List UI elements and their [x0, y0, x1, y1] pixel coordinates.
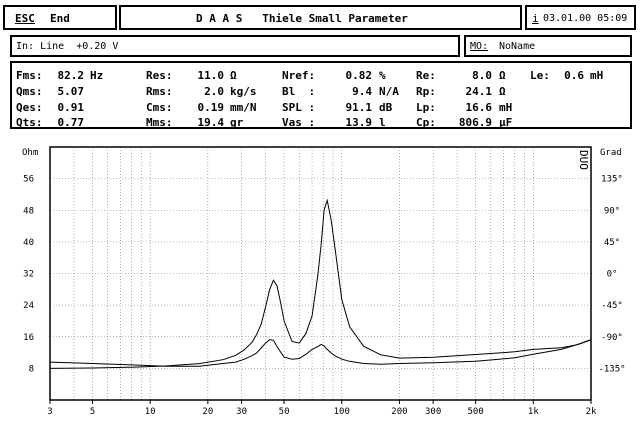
param-value: 8.0 — [472, 69, 492, 82]
right-tick-label: 90° — [604, 206, 620, 216]
param-unit: dB — [379, 101, 393, 114]
param-value: 19.4 — [197, 116, 225, 129]
param-value: 0.77 — [57, 116, 85, 129]
right-tick-label: 135° — [601, 175, 623, 185]
param-unit: Ω — [499, 69, 506, 82]
param-value: 2.0 — [204, 85, 224, 98]
param-value: 91.1 — [345, 101, 373, 114]
chart-series — [49, 198, 592, 369]
param-label: Re: — [416, 69, 436, 82]
parameters-panel: Fms: 82.2 Hz Qms: 5.07 Qes: 0.91 Qts: 0.… — [10, 61, 632, 129]
param-value: 0.82 — [345, 69, 373, 82]
model-box[interactable]: MO: NoName — [464, 35, 632, 57]
right-tick-label: 45° — [604, 238, 620, 248]
left-tick-label: 56 — [23, 175, 34, 185]
param-value: 0.19 — [197, 101, 225, 114]
param-unit: mH — [590, 69, 604, 82]
param-value: 13.9 — [345, 116, 373, 129]
param-label: Qes: — [16, 101, 43, 114]
plot-frame — [49, 146, 592, 401]
x-tick-label: 200 — [391, 407, 407, 417]
param-label: Rms: — [146, 85, 173, 98]
right-tick-label: -135° — [598, 364, 625, 374]
x-tick-label: 5 — [90, 407, 95, 417]
param-label: SPL : — [282, 101, 316, 114]
param-value: 16.6 — [465, 101, 493, 114]
param-unit: µF — [499, 116, 513, 129]
param-label: Res: — [146, 69, 173, 82]
param-unit: Ω — [230, 69, 237, 82]
param-label: Qms: — [16, 85, 43, 98]
param-label: Vas : — [282, 116, 316, 129]
x-tick-label: 3 — [47, 407, 52, 417]
param-label: Cms: — [146, 101, 173, 114]
param-label: Qts: — [16, 116, 43, 129]
x-tick-label: 500 — [468, 407, 484, 417]
model-name: NoName — [499, 41, 536, 52]
left-tick-label: 40 — [23, 238, 34, 248]
param-label: Fms: — [16, 69, 43, 82]
impedance-curve — [49, 198, 592, 369]
corner-label: DUO — [577, 150, 590, 170]
chart-tick-labels: 3 5 10 20 30 50 100 200 300 500 1k 2k 8 16 24 32 40 48 56 -… — [23, 175, 625, 417]
chart-grid — [50, 147, 591, 400]
model-label: MO: — [470, 41, 489, 52]
param-unit: Hz — [90, 69, 104, 82]
x-tick-label: 50 — [279, 407, 290, 417]
param-label: Nref: — [282, 69, 316, 82]
param-unit: % — [379, 69, 386, 82]
param-unit: mH — [499, 101, 513, 114]
param-label: Lp: — [416, 101, 436, 114]
x-tick-label: 1k — [528, 407, 539, 417]
param-unit: kg/s — [230, 85, 257, 98]
left-tick-label: 24 — [23, 301, 34, 311]
left-tick-label: 16 — [23, 333, 34, 343]
phase-curve — [49, 339, 592, 367]
param-label: Bl : — [282, 85, 316, 98]
left-axis-unit: Ohm — [22, 148, 38, 158]
right-tick-label: 0° — [607, 270, 618, 280]
param-label: Mms: — [146, 116, 173, 129]
esc-end-button[interactable]: ESC End — [3, 5, 117, 30]
right-tick-label: -45° — [601, 301, 623, 311]
param-value: 24.1 — [465, 85, 493, 98]
param-unit: l — [379, 116, 386, 129]
left-tick-label: 32 — [23, 270, 34, 280]
param-unit: gr — [230, 116, 244, 129]
param-value: 9.4 — [352, 85, 372, 98]
param-value: 806.9 — [458, 116, 492, 129]
param-label: Rp: — [416, 85, 436, 98]
param-unit: Ω — [499, 85, 506, 98]
param-unit: mm/N — [230, 101, 257, 114]
info-icon[interactable]: i — [532, 12, 539, 25]
title-bar: D A A S Thiele Small Parameter — [119, 5, 522, 30]
x-tick-label: 20 — [202, 407, 213, 417]
chart-ticks — [49, 400, 592, 404]
right-axis-unit: Grad — [600, 148, 622, 158]
esc-key-label: ESC — [15, 12, 35, 25]
x-tick-label: 300 — [425, 407, 441, 417]
param-value: 11.0 — [197, 69, 225, 82]
datetime-box: i 03.01.00 05:09 — [525, 5, 636, 30]
param-value: 82.2 — [57, 69, 85, 82]
datetime: 03.01.00 05:09 — [543, 13, 628, 24]
param-value: 5.07 — [57, 85, 85, 98]
param-unit: N/A — [379, 85, 399, 98]
end-label: End — [50, 12, 70, 25]
left-tick-label: 48 — [23, 206, 34, 216]
param-value: 0.91 — [57, 101, 85, 114]
x-tick-label: 10 — [145, 407, 156, 417]
param-label: Le: — [530, 69, 550, 82]
page-title: D A A S Thiele Small Parameter — [196, 12, 408, 25]
input-status-box: In: Line +0.20 V — [10, 35, 460, 57]
x-tick-label: 2k — [586, 407, 597, 417]
x-tick-label: 30 — [236, 407, 247, 417]
left-tick-label: 8 — [29, 364, 34, 374]
param-value: 0.6 — [564, 69, 584, 82]
x-tick-label: 100 — [334, 407, 350, 417]
right-tick-label: -90° — [601, 333, 623, 343]
input-level: In: Line +0.20 V — [16, 41, 119, 52]
param-label: Cp: — [416, 116, 436, 129]
